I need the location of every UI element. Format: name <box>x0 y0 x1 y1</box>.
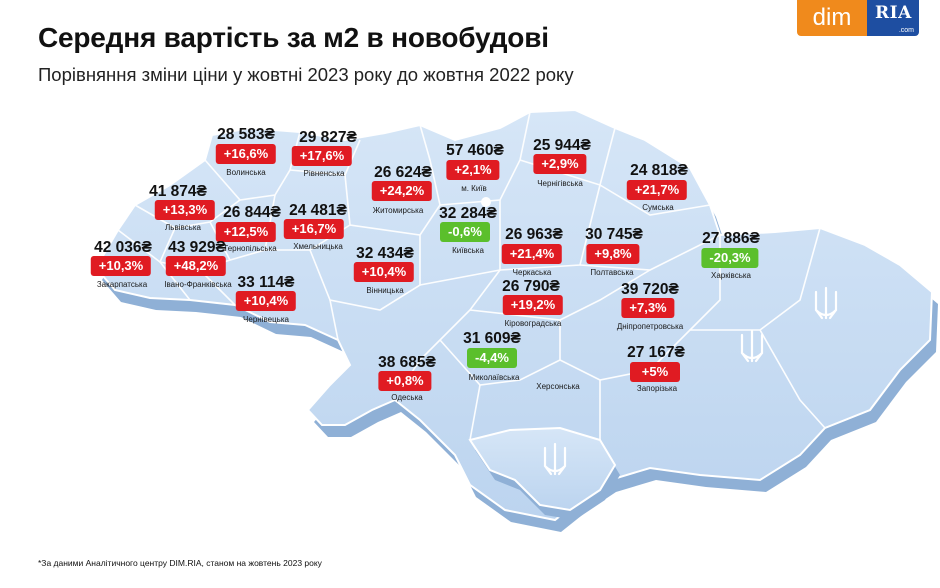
ria-logo: RIA .com <box>867 0 919 36</box>
trident-icon <box>740 329 764 363</box>
region-change: +48,2% <box>165 256 227 276</box>
trident-icon <box>814 286 838 320</box>
region-change: +10,4% <box>353 262 415 282</box>
page-subtitle: Порівняння зміни ціни у жовтні 2023 року… <box>38 64 574 85</box>
region-price: 29 827₴ <box>299 129 357 146</box>
region-price: 26 963₴ <box>505 226 563 243</box>
region-price: 24 818₴ <box>630 162 688 179</box>
ria-logo-text: RIA <box>875 3 912 23</box>
region-name: Чернігівська <box>537 179 583 188</box>
region-change: +7,3% <box>621 298 675 318</box>
region-change: +2,9% <box>533 154 587 174</box>
region-change: +9,8% <box>586 244 640 264</box>
region-price: 39 720₴ <box>621 281 679 298</box>
region-price: 41 874₴ <box>149 183 207 200</box>
region-price: 26 790₴ <box>502 278 560 295</box>
region-name: Запорізька <box>636 384 678 393</box>
region-change: +10,3% <box>90 256 152 276</box>
page-title: Середня вартість за м2 в новобудові <box>38 22 549 53</box>
crimea-land <box>468 426 617 512</box>
region-name: Полтавська <box>590 268 634 277</box>
kyiv-city-marker <box>481 197 491 207</box>
region-change: -4,4% <box>467 348 517 368</box>
region-price: 43 929₴ <box>168 239 226 256</box>
region-price: 42 036₴ <box>94 239 152 256</box>
region-price: 57 460₴ <box>446 142 504 159</box>
region-name: Київська <box>452 246 484 255</box>
region-name: Одеська <box>391 393 423 402</box>
region-name: Кіровоградська <box>504 319 562 328</box>
trident-icons <box>543 286 838 476</box>
region-change: +12,5% <box>215 222 277 242</box>
region-price: 30 745₴ <box>585 226 643 243</box>
region-name: Чернівецька <box>243 315 289 324</box>
dim-logo: dim <box>797 0 867 36</box>
region-change: -20,3% <box>701 248 759 268</box>
region-price: 26 624₴ <box>374 164 432 181</box>
region-price: 28 583₴ <box>217 126 275 143</box>
region-price: 33 114₴ <box>237 274 295 291</box>
region-price: 31 609₴ <box>463 330 521 347</box>
region-change: +16,7% <box>283 219 345 239</box>
region-price: 26 844₴ <box>223 204 281 221</box>
region-name: Миколаївська <box>468 373 520 382</box>
trident-icon <box>543 442 567 476</box>
region-change: -0,6% <box>440 222 490 242</box>
region-price: 24 481₴ <box>289 202 347 219</box>
region-name: Вінницька <box>366 286 404 295</box>
region-name: Рівненська <box>303 169 345 178</box>
region-price: 32 284₴ <box>439 205 497 222</box>
region-change: +16,6% <box>215 144 277 164</box>
footnote: *За даними Аналітичного центру DIM.RIA, … <box>38 558 322 568</box>
region-name: Харківська <box>711 271 751 280</box>
region-change: +17,6% <box>291 146 353 166</box>
region-name: Житомирська <box>372 206 424 215</box>
region-price: 27 886₴ <box>702 230 760 247</box>
ria-logo-domain: .com <box>898 27 914 34</box>
region-name: Дніпропетровська <box>616 322 684 331</box>
region-price: 38 685₴ <box>378 354 436 371</box>
region-name: м. Київ <box>461 184 487 193</box>
region-borders <box>117 111 826 441</box>
region-change: +5% <box>630 362 680 382</box>
region-name: Закарпатська <box>96 280 148 289</box>
region-price: 32 434₴ <box>356 245 414 262</box>
region-name: Тернопільська <box>223 244 277 253</box>
region-change: +2,1% <box>446 160 500 180</box>
region-change: +19,2% <box>502 295 564 315</box>
region-name: Львівська <box>165 223 201 232</box>
region-price: 25 944₴ <box>533 137 591 154</box>
region-name: Черкаська <box>512 268 552 277</box>
region-change: +13,3% <box>154 200 216 220</box>
region-name: Сумська <box>642 203 674 212</box>
region-change: +0,8% <box>378 371 432 391</box>
region-change: +24,2% <box>371 181 433 201</box>
region-price: 27 167₴ <box>627 344 685 361</box>
region-name: Хмельницька <box>293 242 343 251</box>
region-name: Івано-Франківська <box>164 280 232 289</box>
region-change: +21,7% <box>626 180 688 200</box>
region-name: Волинська <box>226 168 266 177</box>
region-change: +10,4% <box>235 291 297 311</box>
region-change: +21,4% <box>501 244 563 264</box>
region-khersonska: Херсонська <box>536 382 580 391</box>
